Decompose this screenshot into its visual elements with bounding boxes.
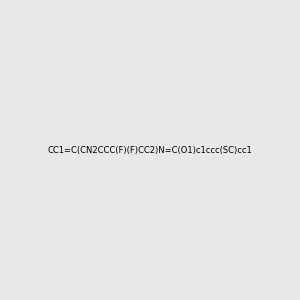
Text: CC1=C(CN2CCC(F)(F)CC2)N=C(O1)c1ccc(SC)cc1: CC1=C(CN2CCC(F)(F)CC2)N=C(O1)c1ccc(SC)cc… <box>48 146 252 154</box>
